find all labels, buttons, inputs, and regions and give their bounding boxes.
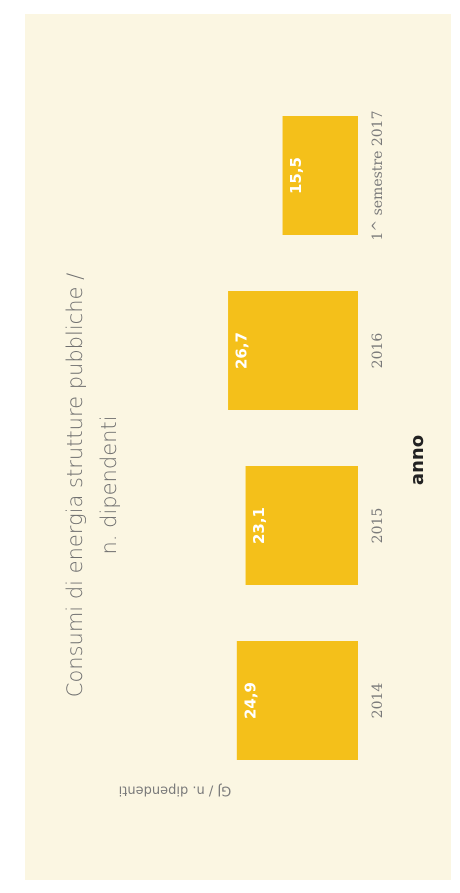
value-label: 26,7 [233,332,251,369]
value-label: 23,1 [250,507,268,544]
rotated-chart: Consumi di energia strutture pubbliche /… [63,111,428,798]
value-label: 15,5 [287,157,305,194]
x-axis-label: anno [407,435,428,485]
bar [245,466,358,585]
chart-title: n. dipendenti [97,415,121,554]
x-tick-label: 2015 [370,508,386,544]
chart-title: Consumi di energia strutture pubbliche / [63,273,87,697]
x-tick-label: 1^ semestre 2017 [370,111,386,241]
bar [236,641,359,760]
bar [228,291,358,410]
x-tick-label: 2016 [370,333,386,369]
value-label: 24,9 [241,682,259,719]
y-axis-label: GJ / n. dipendenti [119,783,232,798]
x-tick-label: 2014 [370,683,386,719]
bar [282,116,359,235]
